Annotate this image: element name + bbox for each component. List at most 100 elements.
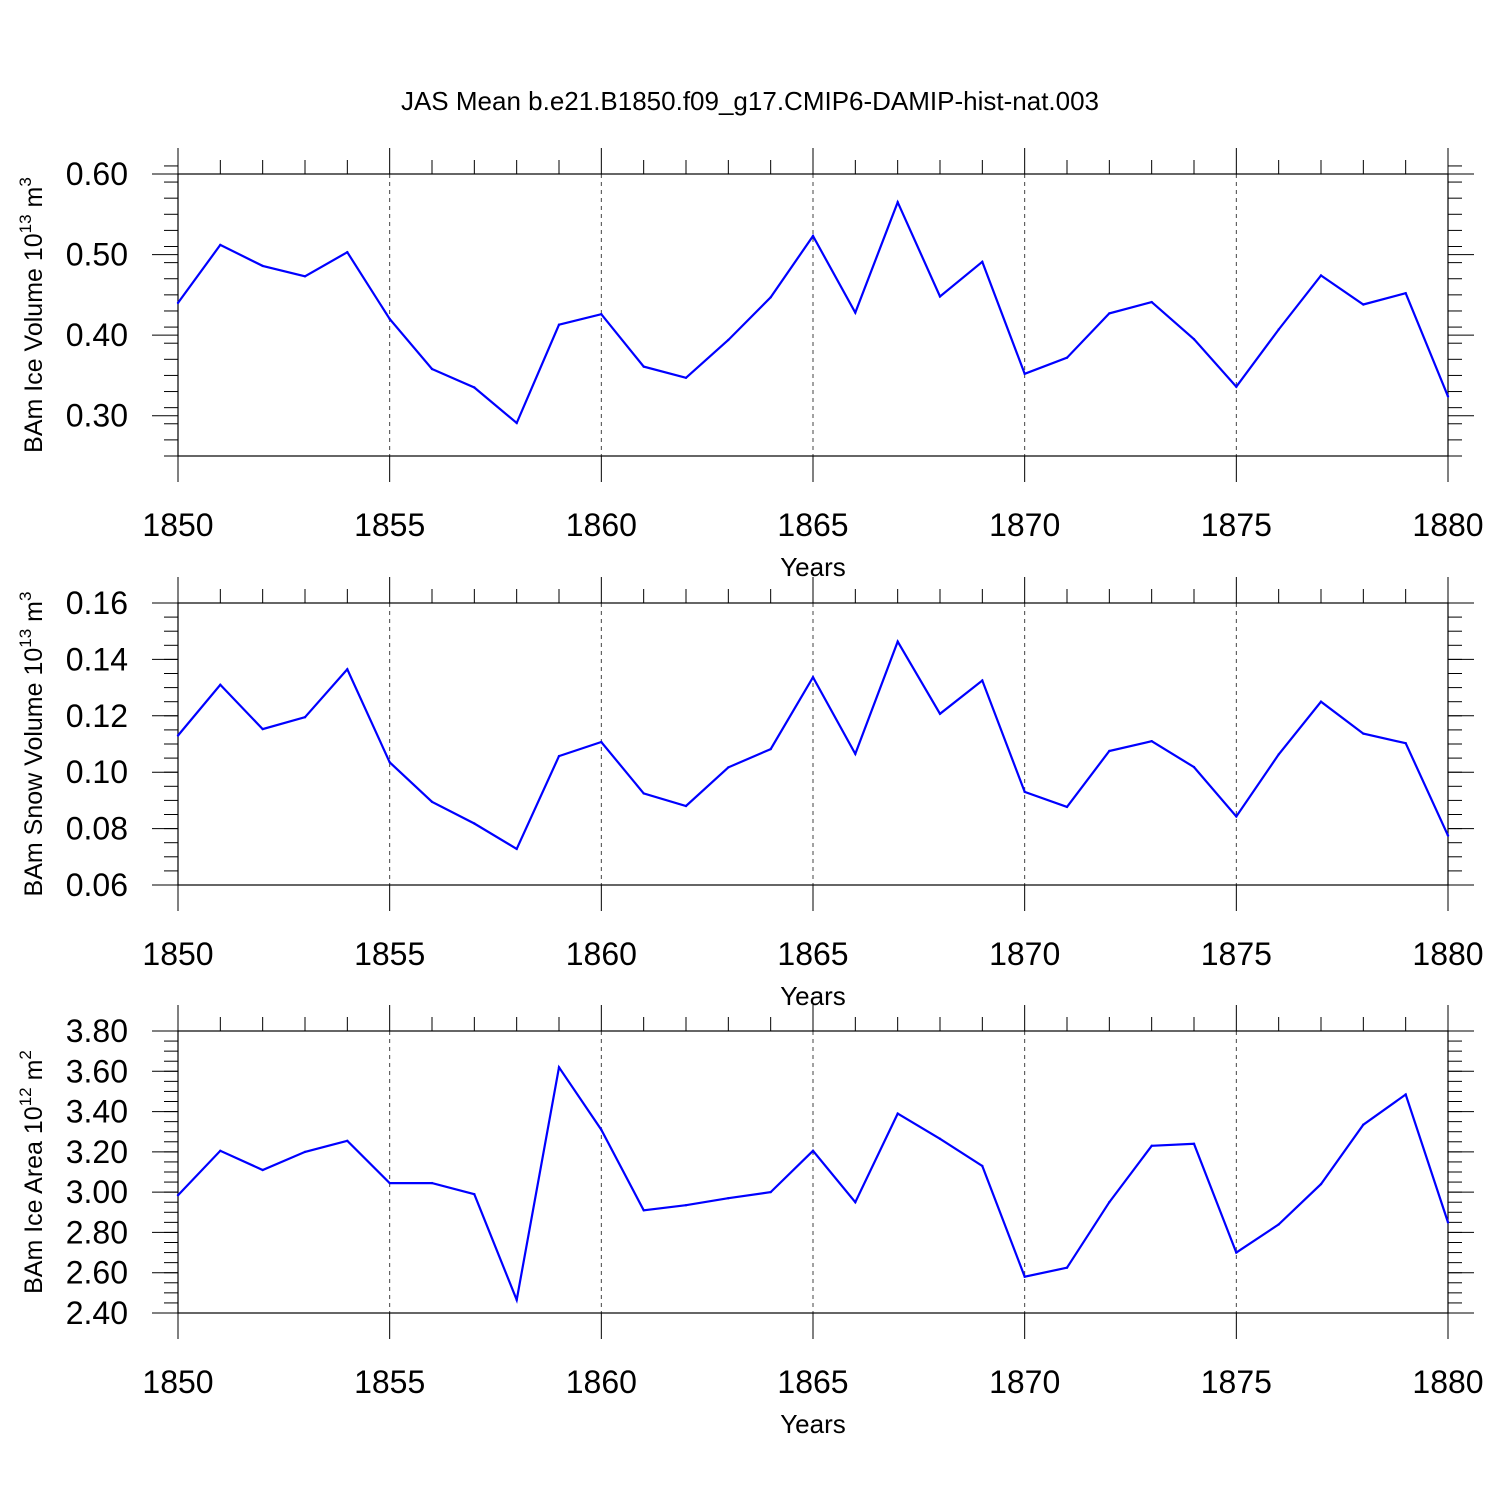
data-point-1857 — [473, 822, 476, 825]
data-point-1859 — [557, 1066, 561, 1069]
x-tick-label-1875: 1875 — [1201, 936, 1272, 972]
x-tick-label-1880: 1880 — [1412, 1364, 1483, 1400]
y-axis-label-ylabel-exp: 13 — [16, 629, 35, 648]
data-point-1879 — [1404, 292, 1407, 295]
snow-volume-panel: 1850 1855 1860 1865 1870 1875 1880 0.06 0.08 0.10… — [16, 577, 1484, 1011]
data-point-1866 — [854, 311, 857, 314]
data-point-1862 — [684, 1204, 688, 1207]
data-point-1880 — [1446, 834, 1450, 837]
data-point-1876 — [1277, 1223, 1280, 1226]
data-point-1880 — [1446, 395, 1450, 398]
x-tick-label-1850: 1850 — [142, 1364, 213, 1400]
data-point-1858 — [515, 1298, 518, 1302]
y-axis-label-ylabel-unit: m — [20, 187, 48, 215]
data-point-1867 — [896, 640, 899, 643]
data-point-1865 — [811, 1149, 815, 1153]
data-point-1856 — [430, 800, 434, 803]
data-point-1861 — [642, 1209, 645, 1212]
data-point-1878 — [1362, 303, 1365, 306]
data-point-1865 — [811, 676, 815, 679]
data-point-1862 — [684, 376, 688, 379]
data-point-1874 — [1192, 765, 1196, 769]
data-point-1853 — [303, 1150, 307, 1154]
y-tick-label-0.10: 0.10 — [66, 754, 128, 790]
data-point-1859 — [557, 323, 561, 326]
y-axis-label: BAm Ice Volume 1013 m3 — [16, 177, 48, 453]
data-point-1859 — [557, 754, 561, 758]
y-tick-label-0.16: 0.16 — [66, 585, 128, 621]
data-point-1850 — [176, 1194, 180, 1197]
data-point-1868 — [938, 295, 942, 298]
data-point-1856 — [430, 367, 434, 371]
data-point-1854 — [346, 668, 349, 671]
data-point-1878 — [1362, 732, 1365, 735]
y-tick-label-3.40: 3.40 — [66, 1094, 128, 1130]
data-point-1858 — [515, 421, 518, 425]
x-tick-label-1870: 1870 — [989, 507, 1060, 543]
data-point-1874 — [1192, 338, 1196, 341]
x-tick-label-1860: 1860 — [566, 507, 637, 543]
data-point-1867 — [896, 201, 899, 204]
data-point-1879 — [1404, 742, 1407, 745]
data-point-1860 — [600, 313, 603, 316]
y-axis-label-ylabel: BAm Snow Volume 10 — [20, 648, 48, 897]
data-point-1870 — [1023, 1275, 1026, 1278]
y-tick-label-0.08: 0.08 — [66, 811, 128, 847]
data-point-1879 — [1404, 1093, 1407, 1096]
data-point-1874 — [1192, 1142, 1196, 1146]
data-point-1852 — [261, 1168, 264, 1172]
data-point-1861 — [642, 365, 645, 368]
data-point-1872 — [1108, 749, 1111, 753]
data-point-1875 — [1235, 815, 1238, 818]
x-tick-label-1865: 1865 — [777, 1364, 848, 1400]
y-tick-label-0.50: 0.50 — [66, 237, 128, 273]
y-tick-label-0.40: 0.40 — [66, 317, 128, 353]
ice-volume-panel: 1850 1855 1860 1865 1870 1875 1880 0.30 0.40 0.50… — [16, 148, 1484, 582]
data-point-1851 — [219, 1149, 222, 1153]
data-point-1869 — [981, 1164, 984, 1168]
data-point-1860 — [600, 1128, 603, 1131]
x-tick-label-1875: 1875 — [1201, 1364, 1272, 1400]
series-line-bam-snow-volume — [177, 639, 1450, 851]
data-point-1873 — [1150, 1144, 1153, 1148]
data-point-1871 — [1065, 805, 1069, 809]
y-axis-label-ylabel: BAm Ice Volume 10 — [20, 233, 48, 453]
data-point-1880 — [1446, 1221, 1450, 1224]
y-axis-label-ylabel-exp: 12 — [16, 1087, 35, 1106]
data-point-1875 — [1235, 1251, 1238, 1254]
y-tick-label-0.60: 0.60 — [66, 156, 128, 192]
data-point-1860 — [600, 740, 603, 744]
y-axis-label-ylabel-unit-exp: 3 — [16, 177, 35, 186]
data-point-1856 — [430, 1181, 434, 1185]
y-tick-label-2.60: 2.60 — [66, 1255, 128, 1291]
data-point-1852 — [261, 727, 264, 731]
data-point-1875 — [1235, 385, 1238, 388]
x-axis-label: Years — [780, 1409, 846, 1439]
x-tick-label-1870: 1870 — [989, 936, 1060, 972]
data-point-1850 — [176, 734, 180, 737]
y-axis-label-ylabel-unit: m — [20, 1060, 48, 1088]
y-tick-label-2.40: 2.40 — [66, 1295, 128, 1331]
y-tick-label-2.80: 2.80 — [66, 1214, 128, 1250]
y-tick-label-3.80: 3.80 — [66, 1013, 128, 1049]
data-point-1852 — [261, 264, 264, 268]
data-point-1867 — [896, 1112, 899, 1115]
x-tick-label-1870: 1870 — [989, 1364, 1060, 1400]
x-tick-label-1855: 1855 — [354, 507, 425, 543]
y-axis-label-ylabel: BAm Ice Area 10 — [20, 1106, 48, 1294]
y-tick-label-0.30: 0.30 — [66, 398, 128, 434]
data-point-1853 — [303, 716, 307, 719]
data-point-1877 — [1319, 274, 1323, 277]
data-point-1871 — [1065, 356, 1069, 359]
data-point-1855 — [388, 1181, 391, 1185]
x-tick-label-1850: 1850 — [142, 507, 213, 543]
y-tick-label-3.60: 3.60 — [66, 1053, 128, 1089]
data-point-1863 — [727, 1197, 730, 1200]
y-tick-label-0.06: 0.06 — [66, 867, 128, 903]
y-axis-label-ylabel-unit-exp: 3 — [16, 592, 35, 601]
data-point-1877 — [1319, 1182, 1323, 1186]
ice-area-panel: 1850 1855 1860 1865 1870 1875 1880 2.40 2.60 2.80… — [16, 1005, 1484, 1439]
data-point-1855 — [388, 761, 391, 764]
data-point-1854 — [346, 1139, 349, 1143]
data-point-1857 — [473, 1193, 476, 1196]
